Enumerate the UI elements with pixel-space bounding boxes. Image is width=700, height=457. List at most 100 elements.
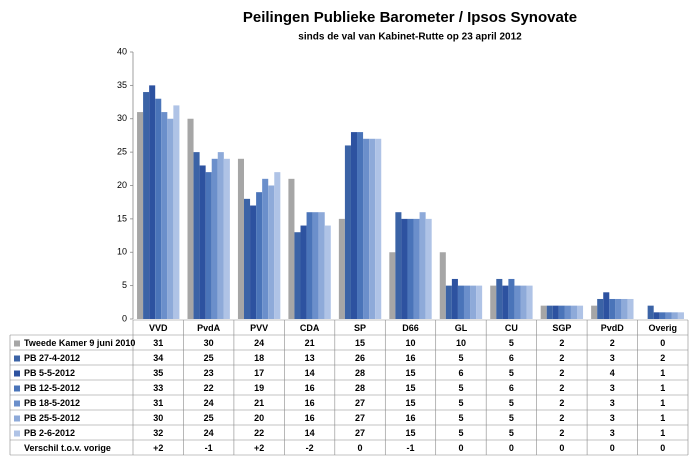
table-value: 2 (559, 398, 564, 408)
table-value: 3 (610, 353, 615, 363)
table-value: 21 (305, 338, 315, 348)
bar (318, 212, 325, 319)
x-tick-label: D66 (402, 323, 419, 333)
table-value: 6 (458, 368, 463, 378)
legend-swatch (14, 415, 20, 422)
bar (621, 298, 628, 319)
legend-label: PB 18-5-2012 (24, 398, 80, 408)
bar (268, 185, 275, 319)
difference-value: -1 (205, 443, 213, 453)
bar (653, 312, 660, 319)
table-value: 20 (254, 413, 264, 423)
legend-swatch (14, 400, 20, 407)
table-value: 2 (559, 428, 564, 438)
x-tick-label: SGP (552, 323, 571, 333)
bar (375, 138, 382, 319)
table-value: 16 (405, 413, 415, 423)
bar (312, 212, 319, 319)
bar (490, 285, 497, 319)
table-value: 15 (405, 383, 415, 393)
table-value: 2 (660, 353, 665, 363)
x-tick-label: GL (455, 323, 468, 333)
table-value: 15 (355, 338, 365, 348)
legend-label: PB 25-5-2012 (24, 413, 80, 423)
difference-value: 0 (660, 443, 665, 453)
bar (187, 118, 194, 319)
bar (413, 218, 420, 319)
table-value: 5 (509, 338, 514, 348)
bar (401, 218, 408, 319)
bar (237, 158, 244, 319)
chart-title: Peilingen Publieke Barometer / Ipsos Syn… (243, 9, 577, 26)
difference-value: -2 (306, 443, 314, 453)
bar (389, 252, 396, 319)
x-tick-label: PVV (250, 323, 268, 333)
bar (324, 225, 331, 319)
legend-label: Tweede Kamer 9 juni 2010 (24, 338, 135, 348)
table-value: 5 (509, 398, 514, 408)
bar (244, 198, 251, 319)
bar (137, 112, 144, 319)
bar (508, 278, 515, 319)
table-value: 34 (153, 353, 163, 363)
bar (419, 212, 426, 319)
table-value: 16 (305, 413, 315, 423)
table-value: 16 (405, 353, 415, 363)
table-value: 15 (405, 398, 415, 408)
table-value: 25 (204, 353, 214, 363)
bar (463, 285, 471, 319)
table-value: 6 (509, 383, 514, 393)
table-value: 24 (204, 428, 214, 438)
bar (155, 98, 162, 319)
bar (294, 232, 301, 319)
bar (395, 212, 402, 319)
table-value: 31 (153, 398, 163, 408)
bar (451, 278, 458, 319)
table-value: 3 (610, 383, 615, 393)
bar (274, 172, 281, 319)
table-value: 0 (660, 338, 665, 348)
table-value: 1 (660, 368, 665, 378)
table-value: 5 (458, 413, 463, 423)
table-value: 30 (153, 413, 163, 423)
table-value: 35 (153, 368, 163, 378)
table-value: 33 (153, 383, 163, 393)
bar (546, 305, 553, 319)
table-value: 16 (305, 383, 315, 393)
x-tick-label: PvdD (601, 323, 625, 333)
legend-swatch (14, 370, 20, 377)
table-value: 13 (305, 353, 315, 363)
table-value: 30 (204, 338, 214, 348)
x-tick-label: PvdA (197, 323, 221, 333)
bar (288, 178, 295, 319)
bar (558, 305, 565, 319)
table-value: 1 (660, 383, 665, 393)
table-value: 15 (405, 368, 415, 378)
bar (470, 285, 477, 319)
bar (407, 218, 414, 319)
table-value: 2 (610, 338, 615, 348)
chart-subtitle: sinds de val van Kabinet-Rutte op 23 apr… (298, 32, 522, 43)
table-value: 1 (660, 413, 665, 423)
table-value: 19 (254, 383, 264, 393)
table-value: 5 (458, 428, 463, 438)
table-value: 5 (509, 368, 514, 378)
table-value: 24 (204, 398, 214, 408)
difference-label: Verschil t.o.v. vorige (24, 443, 111, 453)
legend-label: PB 5-5-2012 (24, 368, 75, 378)
table-value: 1 (660, 428, 665, 438)
y-tick-label: 40 (117, 46, 127, 56)
table-value: 3 (610, 398, 615, 408)
bar (363, 138, 370, 319)
bar (350, 132, 358, 319)
bar (570, 305, 577, 319)
legend-swatch (14, 340, 20, 347)
y-tick-label: 35 (117, 80, 127, 90)
table-value: 2 (559, 353, 564, 363)
table-value: 17 (254, 368, 264, 378)
legend-swatch (14, 385, 20, 392)
bar (476, 285, 483, 319)
y-tick-label: 0 (122, 313, 127, 323)
table-value: 31 (153, 338, 163, 348)
